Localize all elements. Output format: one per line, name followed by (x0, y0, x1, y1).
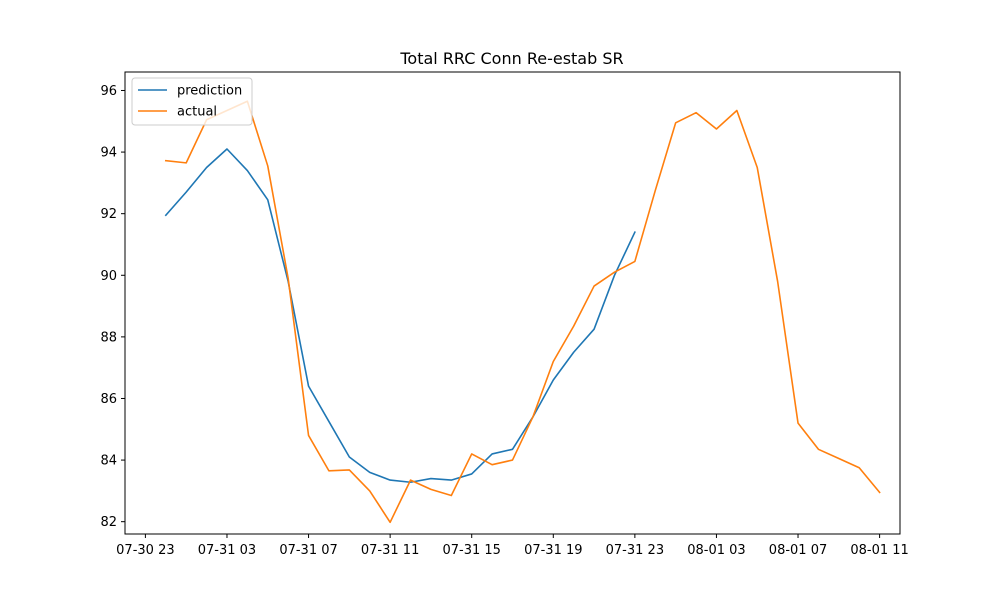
y-tick-label: 94 (100, 146, 117, 161)
y-tick-label: 86 (100, 392, 117, 407)
x-tick-label: 07-30 23 (116, 543, 174, 558)
y-tick-label: 96 (100, 84, 117, 99)
x-tick-label: 08-01 03 (687, 543, 745, 558)
legend-label-prediction: prediction (177, 84, 242, 99)
x-tick-label: 08-01 07 (769, 543, 827, 558)
x-tick-label: 07-31 03 (198, 543, 256, 558)
y-tick-label: 84 (100, 454, 117, 469)
x-tick-label: 07-31 23 (606, 543, 664, 558)
y-axis: 82 84 86 88 90 92 94 96 (100, 84, 125, 530)
plot-frame (124, 71, 901, 535)
y-tick-label: 82 (100, 515, 117, 530)
x-tick-label: 07-31 07 (279, 543, 337, 558)
series-line-prediction (164, 148, 636, 484)
y-tick-label: 88 (100, 330, 117, 345)
y-tick-label: 90 (100, 269, 117, 284)
x-tick-label: 07-31 11 (361, 543, 419, 558)
series-line-actual (164, 100, 881, 524)
x-tick-label: 07-31 19 (524, 543, 582, 558)
legend: prediction actual (131, 77, 253, 126)
series-layer (164, 100, 881, 524)
x-tick-label: 07-31 15 (442, 543, 500, 558)
x-axis: 07-30 23 07-31 03 07-31 07 07-31 11 07-31 15… (116, 534, 909, 558)
legend-label-actual: actual (177, 105, 217, 120)
y-tick-label: 92 (100, 207, 117, 222)
x-tick-label: 08-01 11 (850, 543, 908, 558)
chart-title: Total RRC Conn Re-estab SR (399, 49, 623, 68)
